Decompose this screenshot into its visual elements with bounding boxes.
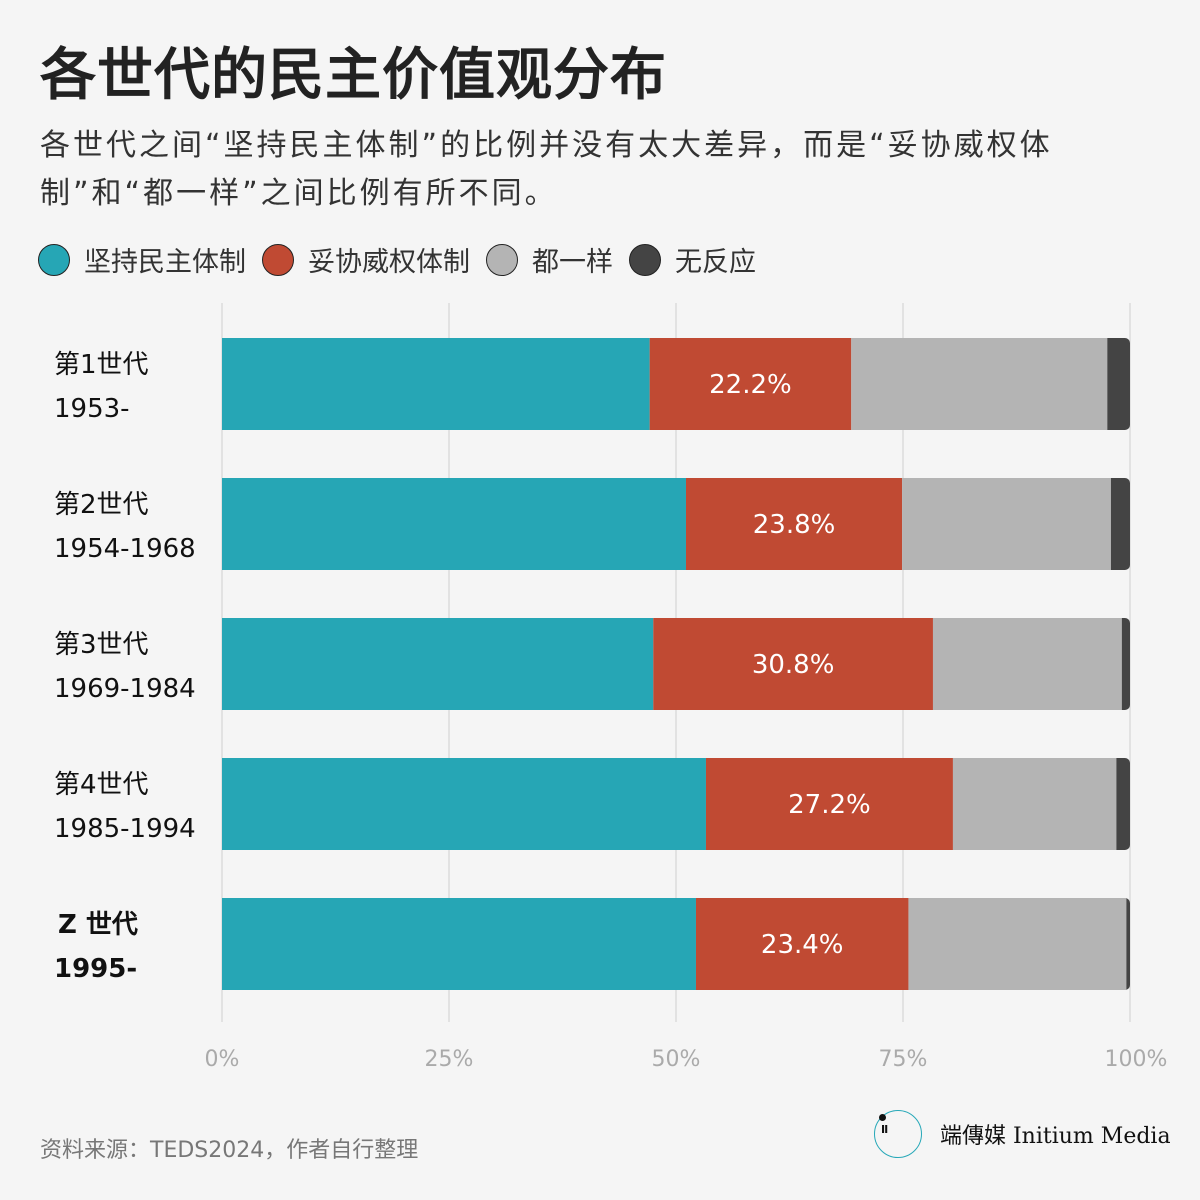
bar-segment [902,478,1111,570]
legend-label: 坚持民主体制 [84,247,246,278]
category-label-name: 第1世代 [54,350,149,380]
bar-segment [222,338,650,430]
legend-swatch [262,243,294,276]
bar-segment [653,618,933,710]
legend-item: 妥协威权体制 [262,240,470,279]
initium-logo: Ⅱ 端傳媒 Initium Media [874,1110,1171,1158]
bar-segment [222,618,654,710]
category-label-name: 第3世代 [54,630,149,660]
bar-segment [1121,618,1130,710]
legend-item: 坚持民主体制 [38,240,246,279]
bar-segment [908,898,1127,990]
bar-segment [1110,478,1130,570]
legend-label: 妥协威权体制 [308,247,470,278]
bar-segment [952,758,1117,850]
legend-swatch [629,243,661,276]
category-label-years: 1954-1968 [54,534,196,564]
bar-segment [685,478,903,570]
x-tick-label: 0% [205,1047,240,1072]
bar-segment [649,338,852,430]
legend-swatch [486,243,518,276]
bar-segment [1126,898,1130,990]
category-label-name: 第2世代 [54,490,149,520]
bar-value-label: 23.8% [753,510,836,540]
x-tick-label: 50% [652,1047,701,1072]
category-label-name: 第4世代 [54,770,149,800]
legend-label: 无反应 [675,247,756,278]
legend-item: 都一样 [486,240,613,279]
legend-label: 都一样 [532,247,613,278]
bar-segment [695,898,909,990]
source-note: 资料来源：TEDS2024，作者自行整理 [40,1138,419,1163]
category-label-years: 1995- [54,954,137,984]
x-tick-label: 75% [879,1047,928,1072]
bar-segment [222,478,686,570]
bar-value-label: 30.8% [752,650,835,680]
bar-value-label: 27.2% [788,790,871,820]
bar-segment [222,758,706,850]
logo-icon: Ⅱ [874,1110,922,1158]
chart-title: 各世代的民主价值观分布 [40,43,667,108]
x-tick-label: 25% [425,1047,474,1072]
bar-segment [932,618,1122,710]
bar-segment [705,758,953,850]
bar-segment [1116,758,1130,850]
x-tick-label: 100% [1105,1047,1168,1072]
bar-segment [851,338,1108,430]
bar-value-label: 22.2% [709,370,792,400]
legend-swatch [38,243,70,276]
legend: 坚持民主体制 妥协威权体制 都一样 无反应 [38,240,772,279]
category-label-name: Z 世代 [58,910,138,940]
bar-value-label: 23.4% [761,930,844,960]
category-label-years: 1953- [54,394,130,424]
bar-segment [1107,338,1130,430]
chart-subtitle: 各世代之间“坚持民主体制”的比例并没有太大差异，而是“妥协威权体制”和“都一样”… [40,128,1053,211]
category-label-years: 1985-1994 [54,814,196,844]
category-label-years: 1969-1984 [54,674,196,704]
legend-item: 无反应 [629,240,756,279]
logo-text: 端傳媒 Initium Media [940,1124,1171,1149]
bar-segment [222,898,696,990]
